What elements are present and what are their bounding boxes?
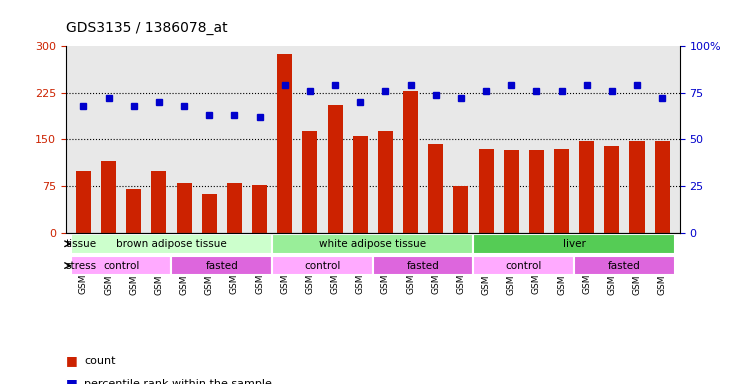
Bar <box>554 149 569 233</box>
FancyBboxPatch shape <box>272 256 373 275</box>
Text: GDS3135 / 1386078_at: GDS3135 / 1386078_at <box>66 21 227 35</box>
Bar <box>629 141 645 233</box>
Bar <box>403 91 418 233</box>
Text: stress: stress <box>66 261 97 271</box>
Bar <box>453 186 469 233</box>
FancyBboxPatch shape <box>574 256 675 275</box>
Bar <box>529 150 544 233</box>
Bar <box>479 149 493 233</box>
Bar <box>176 183 192 233</box>
Bar <box>352 136 368 233</box>
FancyBboxPatch shape <box>474 256 574 275</box>
Bar <box>277 54 292 233</box>
Text: percentile rank within the sample: percentile rank within the sample <box>84 379 272 384</box>
Bar <box>655 141 670 233</box>
FancyBboxPatch shape <box>474 234 675 253</box>
Text: control: control <box>103 261 140 271</box>
Bar <box>101 161 116 233</box>
FancyBboxPatch shape <box>272 234 474 253</box>
Bar <box>252 185 267 233</box>
Text: white adipose tissue: white adipose tissue <box>319 239 426 249</box>
FancyBboxPatch shape <box>373 256 474 275</box>
Bar <box>378 131 393 233</box>
FancyBboxPatch shape <box>172 256 272 275</box>
Text: ■: ■ <box>66 354 77 367</box>
Text: count: count <box>84 356 115 366</box>
Text: brown adipose tissue: brown adipose tissue <box>116 239 227 249</box>
Text: ■: ■ <box>66 377 77 384</box>
Text: fasted: fasted <box>205 261 238 271</box>
FancyBboxPatch shape <box>71 256 172 275</box>
Bar <box>605 146 619 233</box>
Bar <box>428 144 443 233</box>
Bar <box>151 170 167 233</box>
Bar <box>227 183 242 233</box>
Bar <box>504 150 519 233</box>
Text: tissue: tissue <box>66 239 97 249</box>
Bar <box>76 170 91 233</box>
Text: control: control <box>304 261 341 271</box>
FancyBboxPatch shape <box>71 234 272 253</box>
Bar <box>202 194 217 233</box>
Bar <box>126 189 141 233</box>
Bar <box>579 141 594 233</box>
Bar <box>327 105 343 233</box>
Text: control: control <box>506 261 542 271</box>
Text: fasted: fasted <box>406 261 439 271</box>
Bar <box>303 131 317 233</box>
Text: liver: liver <box>563 239 586 249</box>
Text: fasted: fasted <box>608 261 641 271</box>
